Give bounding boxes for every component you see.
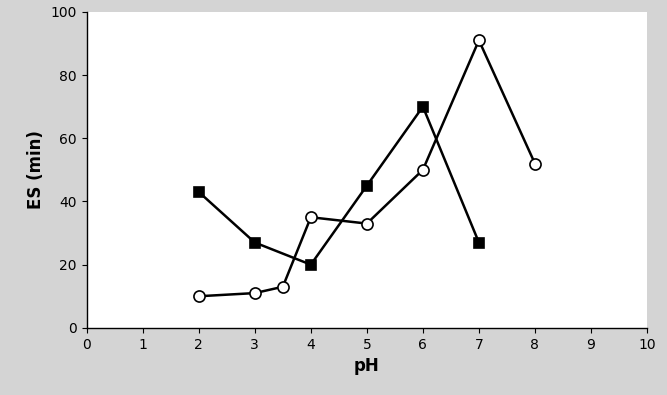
T=40°C xyxy=(475,38,483,43)
T=40°C xyxy=(195,294,203,299)
T=50°C xyxy=(475,240,483,245)
T=50°C xyxy=(251,240,259,245)
T=40°C xyxy=(251,291,259,295)
T=40°C xyxy=(279,284,287,289)
T=40°C xyxy=(531,161,539,166)
Y-axis label: ES (min): ES (min) xyxy=(27,130,45,209)
T=50°C xyxy=(195,190,203,194)
T=40°C xyxy=(307,215,315,220)
T=50°C xyxy=(419,104,427,109)
X-axis label: pH: pH xyxy=(354,357,380,375)
T=50°C xyxy=(307,262,315,267)
T=40°C xyxy=(363,221,371,226)
T=50°C xyxy=(363,183,371,188)
Line: T=40°C: T=40°C xyxy=(193,35,540,302)
T=40°C xyxy=(419,167,427,172)
Line: T=50°C: T=50°C xyxy=(194,102,484,269)
